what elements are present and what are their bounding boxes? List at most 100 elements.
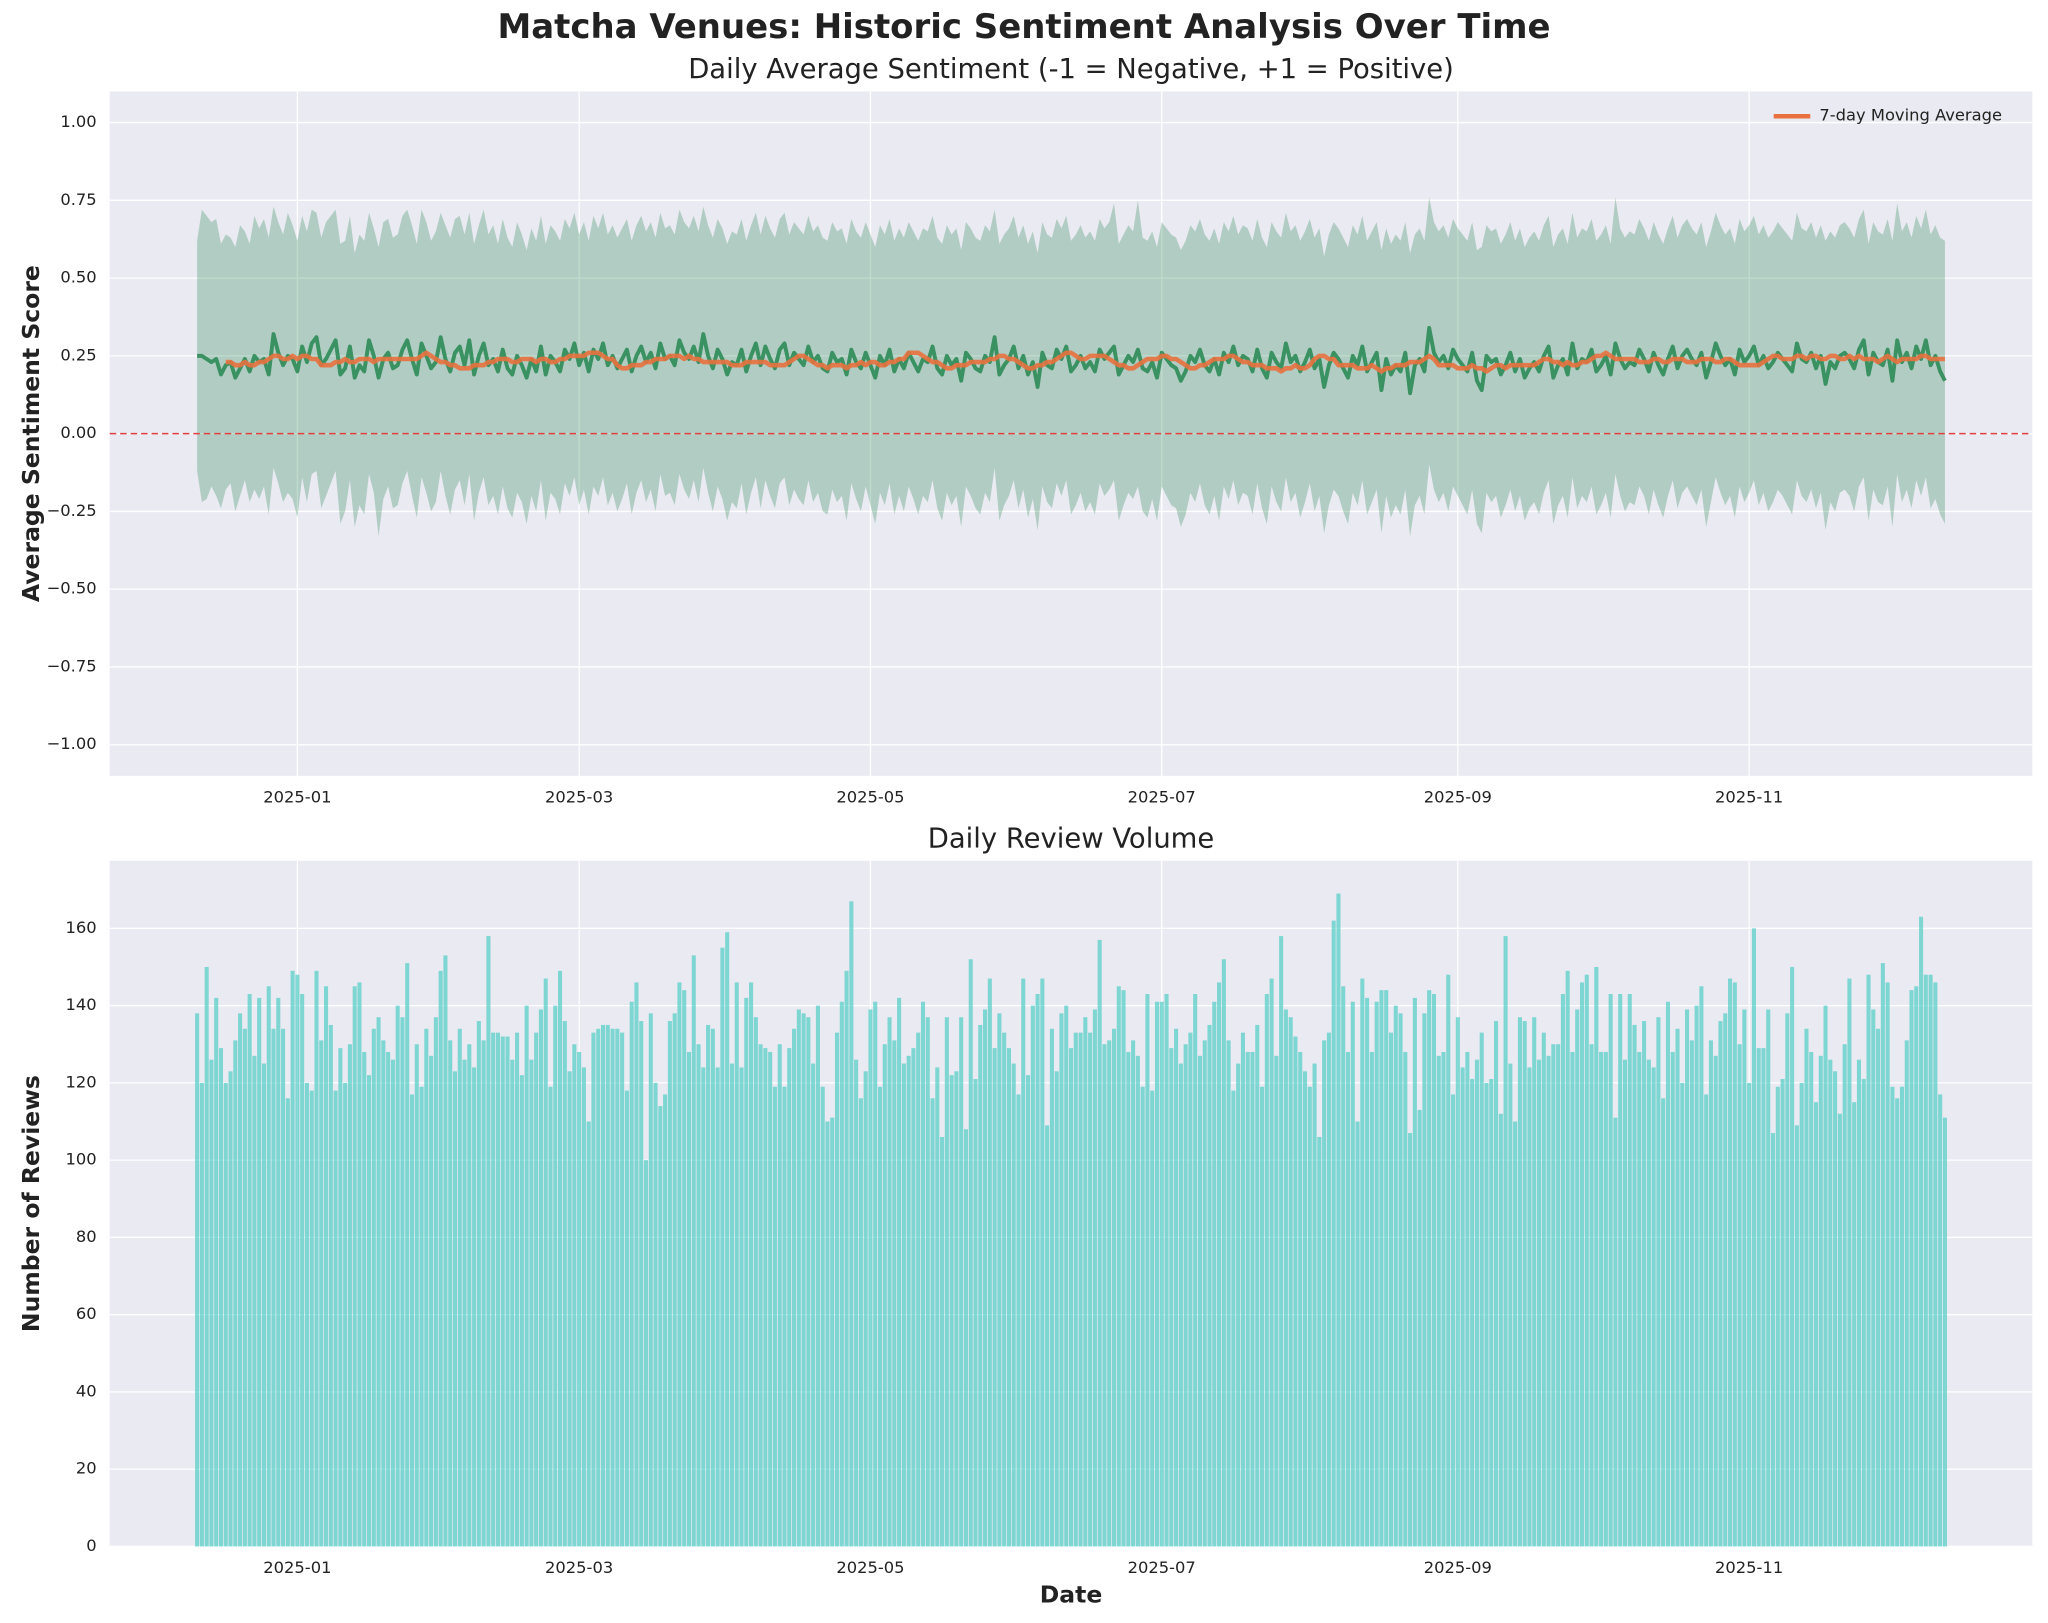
bar — [600, 1024, 606, 1547]
bar — [1388, 1032, 1394, 1547]
bar — [1938, 1094, 1943, 1547]
bar — [882, 1044, 887, 1547]
bar — [825, 1121, 830, 1547]
bar — [1876, 1028, 1881, 1547]
bar — [257, 997, 262, 1547]
bar — [467, 1044, 472, 1547]
bar — [1632, 1024, 1637, 1547]
y-tick-label: 20 — [76, 1459, 97, 1478]
bar — [892, 1040, 897, 1547]
bar — [1078, 1032, 1083, 1547]
x-tick-label: 2025-07 — [1128, 788, 1196, 807]
bar — [1045, 1125, 1050, 1547]
bar — [925, 1017, 930, 1547]
bar — [1049, 1028, 1054, 1547]
bar — [1708, 1040, 1713, 1547]
bar — [768, 1051, 773, 1547]
bar — [677, 982, 682, 1547]
bar — [1135, 1055, 1140, 1547]
y-tick-label: 40 — [76, 1381, 97, 1400]
bar — [935, 1067, 940, 1547]
bar — [515, 1032, 520, 1547]
bar — [1890, 1086, 1895, 1547]
x-tick-label: 2025-09 — [1424, 788, 1492, 807]
bar — [749, 982, 754, 1547]
bar — [968, 959, 973, 1547]
bar — [1603, 1051, 1608, 1547]
bar — [1188, 1032, 1193, 1547]
bar — [1097, 939, 1102, 1547]
bar — [400, 1017, 405, 1547]
bar — [1322, 1040, 1327, 1547]
bar — [1064, 1005, 1069, 1547]
bar — [495, 1032, 500, 1547]
bar — [1599, 1051, 1604, 1547]
bar — [1494, 1021, 1499, 1547]
bar — [1503, 936, 1508, 1547]
bar — [1584, 974, 1589, 1547]
chart-title: Daily Review Volume — [928, 823, 1214, 854]
bar — [1207, 1024, 1212, 1547]
bar — [247, 994, 252, 1547]
bar — [1651, 1067, 1656, 1547]
bar — [1035, 994, 1040, 1547]
bar — [1197, 1055, 1202, 1547]
bar — [1837, 1113, 1842, 1547]
bar — [1126, 1051, 1131, 1547]
bar — [295, 974, 300, 1547]
bar — [863, 1071, 868, 1547]
bar — [1164, 994, 1169, 1547]
bar — [1326, 1032, 1331, 1547]
bar — [811, 1063, 816, 1547]
bar — [1059, 1013, 1064, 1547]
bar — [1909, 990, 1914, 1547]
bar — [639, 1021, 644, 1547]
series-line — [225, 350, 1945, 374]
bar — [1092, 1009, 1097, 1547]
bar — [352, 986, 357, 1547]
bar — [1899, 1086, 1904, 1547]
bar — [1541, 1032, 1546, 1547]
bar — [1302, 1071, 1308, 1547]
bar — [806, 1017, 811, 1547]
bar — [1589, 1044, 1594, 1547]
bar — [930, 1098, 935, 1547]
bar — [844, 970, 849, 1547]
bar — [1451, 1094, 1456, 1547]
bar — [849, 901, 854, 1547]
bar — [663, 1094, 668, 1547]
bar — [1350, 1001, 1355, 1547]
bar — [1775, 1086, 1780, 1547]
bar — [1221, 959, 1226, 1547]
bar — [519, 1075, 524, 1547]
bar — [1484, 1082, 1489, 1547]
bar — [1403, 1051, 1408, 1547]
bar — [591, 1032, 596, 1547]
bar — [873, 1001, 878, 1547]
bar — [1675, 1028, 1680, 1547]
bar — [1174, 1028, 1179, 1547]
bar — [1747, 1082, 1752, 1547]
bar — [1728, 978, 1733, 1547]
bar — [500, 1036, 505, 1547]
bar — [1613, 1117, 1618, 1547]
bar — [1312, 1063, 1317, 1547]
bar — [524, 1005, 529, 1547]
bar — [1226, 1040, 1231, 1547]
bar — [1054, 1071, 1059, 1547]
x-tick-label: 2025-03 — [545, 788, 613, 807]
bar — [1751, 928, 1756, 1547]
bar — [1770, 1133, 1776, 1547]
bar — [195, 1013, 200, 1547]
bar — [548, 1086, 553, 1547]
bar — [433, 1017, 438, 1547]
bar — [1102, 1044, 1107, 1547]
bar — [715, 1067, 720, 1547]
bar — [1355, 1121, 1360, 1547]
bar — [1527, 1067, 1532, 1547]
bar — [405, 963, 410, 1547]
bar — [629, 1001, 634, 1547]
bar — [1250, 1051, 1255, 1547]
bar — [1871, 1009, 1876, 1547]
